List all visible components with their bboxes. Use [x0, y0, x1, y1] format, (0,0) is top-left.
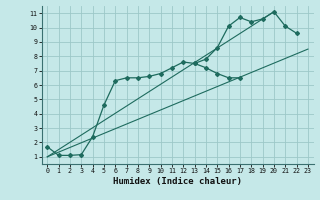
- X-axis label: Humidex (Indice chaleur): Humidex (Indice chaleur): [113, 177, 242, 186]
